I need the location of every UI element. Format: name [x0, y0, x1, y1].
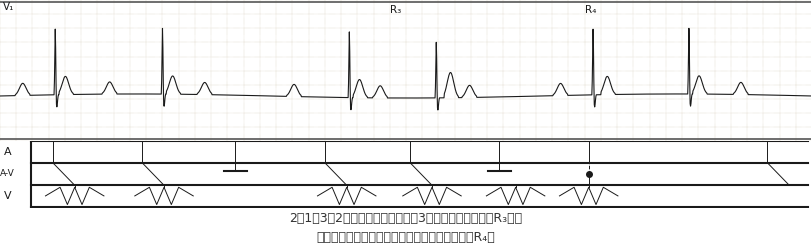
Text: R₄: R₄ — [585, 5, 596, 15]
Text: V₁: V₁ — [2, 2, 14, 12]
Text: A: A — [4, 147, 11, 157]
Text: V: V — [4, 191, 11, 201]
Text: A-V: A-V — [0, 169, 15, 179]
Text: R₃: R₃ — [389, 5, 401, 15]
Text: 房室交接性逸搔伴非时相性心室内差异性传导（R₄）: 房室交接性逸搔伴非时相性心室内差异性传导（R₄） — [316, 231, 495, 244]
Text: 2：1～3：2文氏型房室传导际滞、3相性左中隔支际滞（R₃）、: 2：1～3：2文氏型房室传导际滞、3相性左中隔支际滞（R₃）、 — [289, 212, 522, 225]
